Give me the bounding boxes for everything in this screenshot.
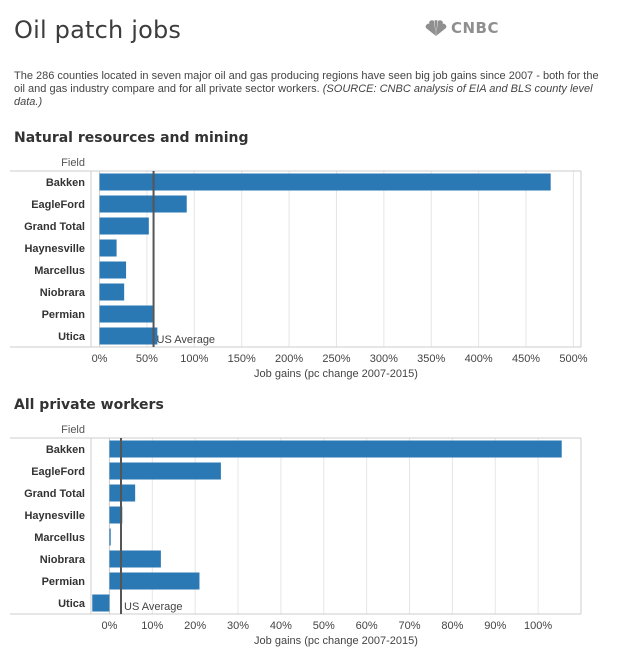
chart-2-bar-bakken: [109, 440, 562, 458]
chart-1-category-label-niobrara: Niobrara: [40, 287, 86, 299]
chart-2-bar-permian: [109, 572, 200, 590]
chart-1-bar-niobrara: [99, 283, 125, 301]
cnbc-logo: CNBC: [424, 19, 499, 37]
peacock-icon: [425, 19, 447, 36]
chart-2-tick-label: 0%: [101, 620, 117, 632]
chart-2-bar-haynesville: [109, 506, 123, 524]
chart-1-category-label-grand-total: Grand Total: [24, 221, 85, 233]
chart-2-category-label-haynesville: Haynesville: [24, 510, 85, 522]
chart-2-tick-label: 40%: [270, 620, 292, 632]
chart-1-tick-label: 350%: [417, 353, 445, 365]
chart-1-category-label-marcellus: Marcellus: [34, 265, 85, 277]
chart-1-bar-eagleford: [99, 195, 187, 213]
chart-2-x-axis-title: Job gains (pc change 2007-2015): [254, 635, 418, 647]
chart-2-title: All private workers: [14, 397, 164, 413]
chart-2-category-label-marcellus: Marcellus: [34, 532, 85, 544]
chart-1-us-average-label: US Average: [157, 334, 216, 346]
logo-text: CNBC: [451, 19, 500, 37]
chart-1-tick-label: 150%: [228, 353, 256, 365]
chart-1-row-header: Field: [61, 157, 85, 169]
chart-1-bar-bakken: [99, 173, 551, 191]
chart-1-category-label-utica: Utica: [58, 331, 86, 343]
chart-1-bar-permian: [99, 305, 153, 323]
chart-1-category-label-bakken: Bakken: [46, 177, 85, 189]
chart-2-bar-marcellus: [109, 528, 111, 546]
chart-1-tick-label: 50%: [136, 353, 158, 365]
chart-1-bar-grand-total: [99, 217, 149, 235]
chart-2-category-label-bakken: Bakken: [46, 444, 85, 456]
chart-2-category-label-grand-total: Grand Total: [24, 488, 85, 500]
chart-1-tick-label: 300%: [370, 353, 398, 365]
chart-2-tick-label: 100%: [524, 620, 552, 632]
chart-2-row-header: Field: [61, 424, 85, 436]
chart-2-bar-utica: [92, 594, 110, 612]
chart-private-workers: Field Bakken EagleFord Grand Total Haynesvil…: [10, 424, 582, 647]
chart-2-tick-label: 50%: [313, 620, 335, 632]
chart-2-tick-label: 60%: [356, 620, 378, 632]
chart-2-tick-label: 90%: [484, 620, 506, 632]
chart-1-tick-label: 500%: [559, 353, 587, 365]
chart-2-bar-niobrara: [109, 550, 161, 568]
chart-2-tick-label: 70%: [399, 620, 421, 632]
chart-1-tick-label: 0%: [92, 353, 108, 365]
chart-1-tick-label: 100%: [180, 353, 208, 365]
chart-2-tick-label: 20%: [184, 620, 206, 632]
chart-2-tick-label: 30%: [227, 620, 249, 632]
chart-1-category-label-eagleford: EagleFord: [31, 199, 85, 211]
chart-2-bar-eagleford: [109, 462, 221, 480]
page-title: Oil patch jobs: [14, 16, 182, 44]
chart-1-tick-label: 200%: [275, 353, 303, 365]
description: The 286 counties located in seven major …: [14, 70, 604, 109]
chart-2-category-label-niobrara: Niobrara: [40, 554, 86, 566]
chart-2-category-label-utica: Utica: [58, 598, 86, 610]
chart-1-x-axis-title: Job gains (pc change 2007-2015): [254, 368, 418, 380]
chart-2-bar-grand-total: [109, 484, 136, 502]
chart-2-tick-label: 10%: [141, 620, 163, 632]
chart-2-category-label-eagleford: EagleFord: [31, 466, 85, 478]
chart-natural-resources: Field Bakken EagleFord Grand Total Haynesvil…: [10, 157, 588, 380]
chart-1-tick-label: 450%: [512, 353, 540, 365]
chart-1-category-label-haynesville: Haynesville: [24, 243, 85, 255]
chart-1-tick-label: 250%: [322, 353, 350, 365]
chart-1-tick-label: 400%: [465, 353, 493, 365]
chart-2-us-average-label: US Average: [124, 601, 183, 613]
chart-2-category-label-permian: Permian: [42, 576, 86, 588]
source-note: (SOURCE: CNBC analysis of EIA and BLS co…: [14, 83, 593, 108]
chart-1-bar-haynesville: [99, 239, 117, 257]
chart-1-category-label-permian: Permian: [42, 309, 86, 321]
chart-1-title: Natural resources and mining: [14, 130, 249, 146]
chart-2-tick-label: 80%: [441, 620, 463, 632]
chart-1-bar-marcellus: [99, 261, 127, 279]
description-text: The 286 counties located in seven major …: [14, 70, 599, 95]
chart-1-bar-utica: [99, 327, 158, 345]
